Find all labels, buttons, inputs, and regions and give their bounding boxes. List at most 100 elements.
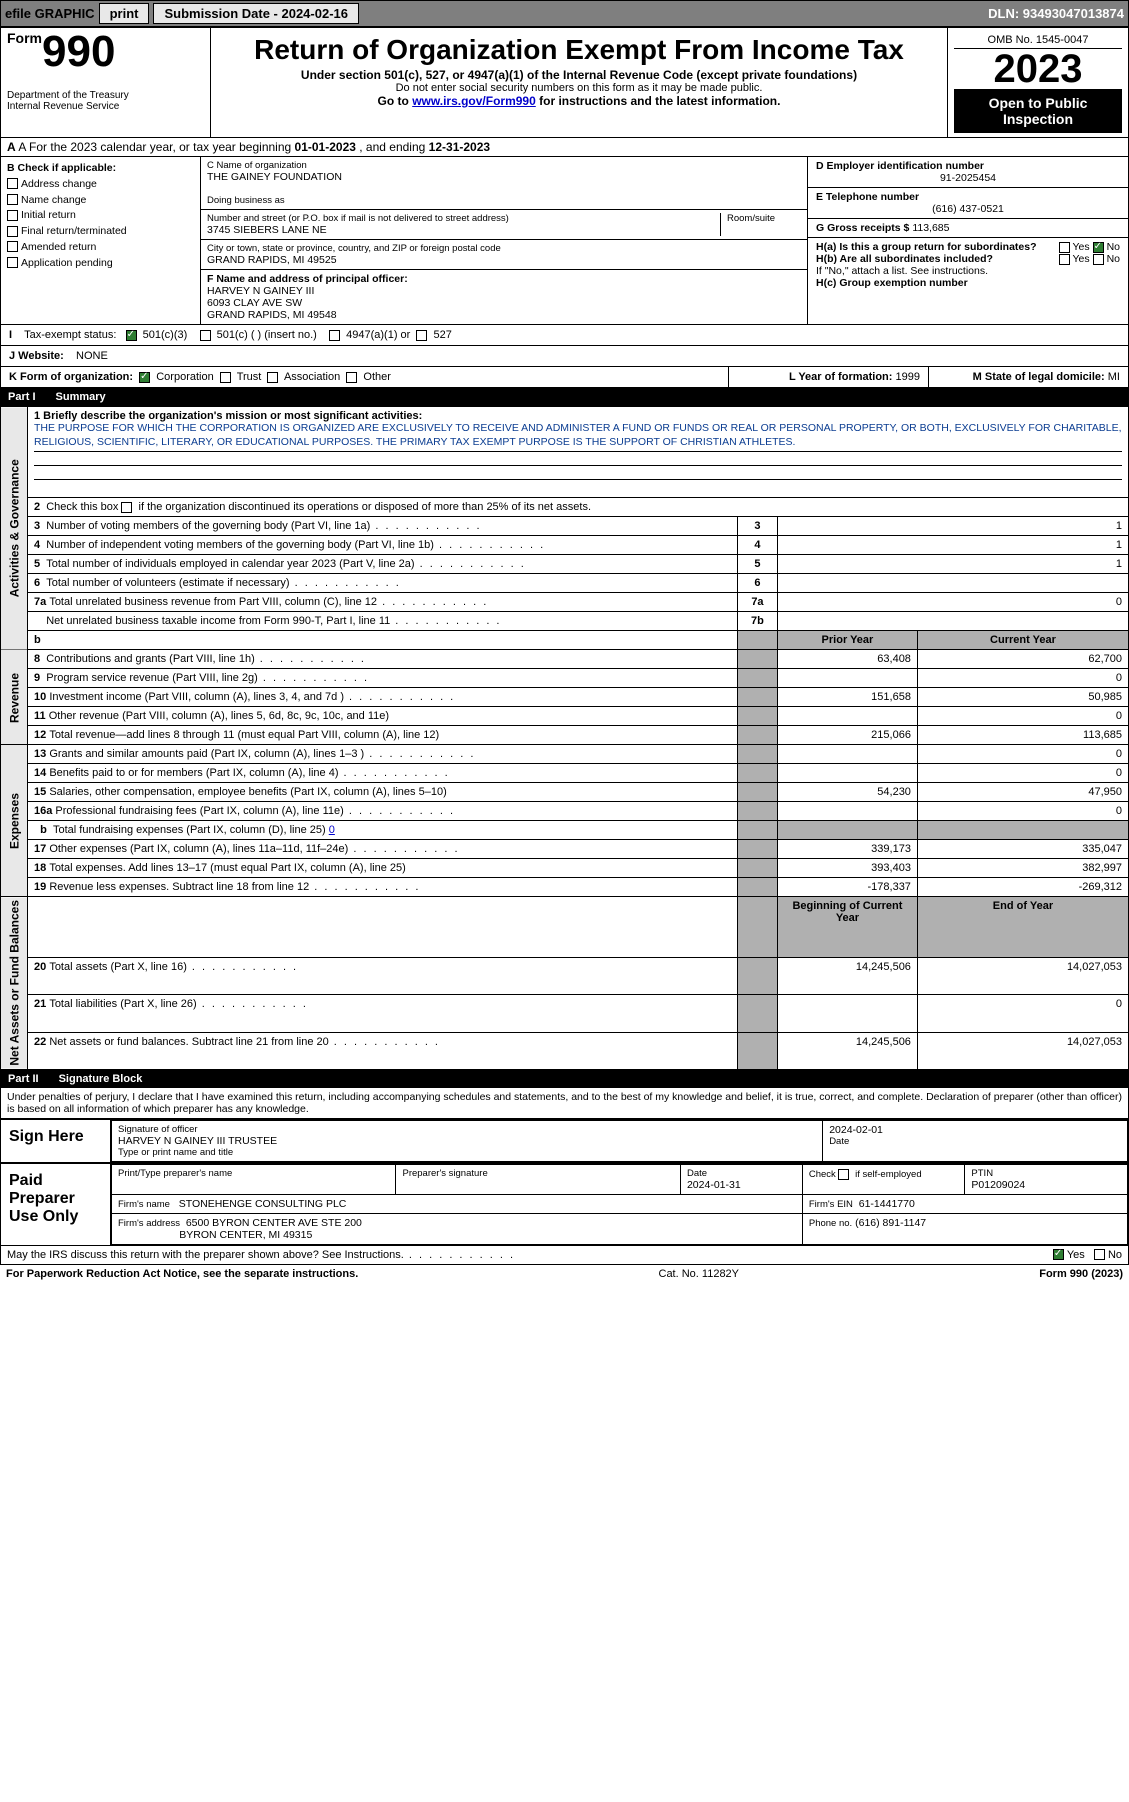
firm-phone-label: Phone no. <box>809 1218 852 1229</box>
line1-label: 1 Briefly describe the organization's mi… <box>34 410 1122 422</box>
l18: Total expenses. Add lines 13–17 (must eq… <box>49 862 405 874</box>
checkbox-other[interactable] <box>346 372 357 383</box>
sidebar-governance: Activities & Governance <box>1 407 28 650</box>
checkbox-initial-return[interactable] <box>7 210 18 221</box>
checkbox-ha-no[interactable] <box>1093 242 1104 253</box>
opt-2: Initial return <box>21 209 76 221</box>
checkbox-assoc[interactable] <box>267 372 278 383</box>
hdr-current: Current Year <box>917 631 1128 650</box>
row-5: 5 Total number of individuals employed i… <box>1 555 1129 574</box>
b5: 5 <box>737 555 777 574</box>
col-b-heading: B Check if applicable: <box>7 161 194 177</box>
g-label: G Gross receipts $ <box>816 222 909 234</box>
taxyear-begin: 01-01-2023 <box>295 140 356 154</box>
hdr-bcy: Beginning of Current Year <box>777 897 917 958</box>
l20: Total assets (Part X, line 16) <box>49 961 298 973</box>
checkbox-self-emp[interactable] <box>838 1169 849 1180</box>
p16a <box>777 802 917 821</box>
firm-name-label: Firm's name <box>118 1199 170 1210</box>
checkbox-hb-no[interactable] <box>1093 254 1104 265</box>
firm-ein: 61-1441770 <box>859 1198 915 1210</box>
open-public-label: Open to Public Inspection <box>954 89 1122 133</box>
prep-name-label: Print/Type preparer's name <box>118 1168 389 1179</box>
l16a: Professional fundraising fees (Part IX, … <box>55 805 455 817</box>
b7a: 7a <box>737 593 777 612</box>
part2-title: Signature Block <box>59 1073 143 1085</box>
sig-label: Signature of officer <box>118 1124 816 1135</box>
form-prefix: Form <box>7 30 42 46</box>
checkbox-4947[interactable] <box>329 330 340 341</box>
dln-label: DLN: 93493047013874 <box>988 6 1124 21</box>
l9: Program service revenue (Part VIII, line… <box>46 672 369 684</box>
l6: Total number of volunteers (estimate if … <box>46 577 401 589</box>
b3: 3 <box>737 517 777 536</box>
summary-table: Activities & Governance 1 Briefly descri… <box>0 406 1129 1070</box>
sig-date: 2024-02-01 <box>829 1124 1121 1136</box>
l8: Contributions and grants (Part VIII, lin… <box>46 653 366 665</box>
discuss-no: No <box>1108 1249 1122 1261</box>
sidebar-netassets: Net Assets or Fund Balances <box>1 897 28 1070</box>
submission-date-button[interactable]: Submission Date - 2024-02-16 <box>153 3 359 24</box>
c13: 0 <box>917 745 1128 764</box>
checkbox-hb-yes[interactable] <box>1059 254 1070 265</box>
org-name: THE GAINEY FOUNDATION <box>207 171 801 183</box>
opt-5: Application pending <box>21 257 113 269</box>
b4: 4 <box>737 536 777 555</box>
instructions-link[interactable]: www.irs.gov/Form990 <box>412 94 536 108</box>
checkbox-501c3[interactable] <box>126 330 137 341</box>
firm-addr-label: Firm's address <box>118 1218 180 1229</box>
e-label: E Telephone number <box>816 191 1120 203</box>
checkbox-501c[interactable] <box>200 330 211 341</box>
topbar: efile GRAPHIC print Submission Date - 20… <box>0 0 1129 27</box>
city: GRAND RAPIDS, MI 49525 <box>207 254 801 266</box>
checkbox-trust[interactable] <box>220 372 231 383</box>
c17: 335,047 <box>917 840 1128 859</box>
row-3: 3 Number of voting members of the govern… <box>1 517 1129 536</box>
checkbox-amended[interactable] <box>7 241 18 252</box>
b7b: 7b <box>737 612 777 631</box>
mission: THE PURPOSE FOR WHICH THE CORPORATION IS… <box>34 422 1122 452</box>
gross-receipts: 113,685 <box>912 222 949 234</box>
preparer-label: Paid Preparer Use Only <box>1 1164 111 1245</box>
addr-label: Number and street (or P.O. box if mail i… <box>207 213 714 224</box>
i-o4: 527 <box>434 329 452 341</box>
checkbox-527[interactable] <box>416 330 427 341</box>
k-o4: Other <box>363 371 391 383</box>
checkbox-line2[interactable] <box>121 502 132 513</box>
checkbox-discuss-yes[interactable] <box>1053 1249 1064 1260</box>
p13 <box>777 745 917 764</box>
checkbox-name-change[interactable] <box>7 194 18 205</box>
l10: Investment income (Part VIII, column (A)… <box>49 691 455 703</box>
l17: Other expenses (Part IX, column (A), lin… <box>49 843 459 855</box>
form-number: 990 <box>42 27 115 76</box>
checkbox-address-change[interactable] <box>7 178 18 189</box>
part1-header: Part I Summary <box>0 388 1129 406</box>
print-button[interactable]: print <box>99 3 150 24</box>
c8: 62,700 <box>917 650 1128 669</box>
taxyear-end: 12-31-2023 <box>429 140 490 154</box>
opt-3: Final return/terminated <box>21 225 127 237</box>
checkbox-discuss-no[interactable] <box>1094 1249 1105 1260</box>
p11 <box>777 707 917 726</box>
sig-date-label: Date <box>829 1136 1121 1147</box>
checkbox-corp[interactable] <box>139 372 150 383</box>
opt-1: Name change <box>21 194 86 206</box>
dba-label: Doing business as <box>207 195 801 206</box>
discuss-yes: Yes <box>1067 1249 1085 1261</box>
officer-addr2: GRAND RAPIDS, MI 49548 <box>207 309 801 321</box>
checkbox-app-pending[interactable] <box>7 257 18 268</box>
p19: -178,337 <box>777 878 917 897</box>
p22: 14,245,506 <box>777 1032 917 1069</box>
firm-ein-label: Firm's EIN <box>809 1199 853 1210</box>
checkbox-ha-yes[interactable] <box>1059 242 1070 253</box>
website: NONE <box>76 350 108 362</box>
c10: 50,985 <box>917 688 1128 707</box>
subtitle-2: Do not enter social security numbers on … <box>217 82 941 94</box>
c18: 382,997 <box>917 859 1128 878</box>
room-label: Room/suite <box>727 213 801 224</box>
checkbox-final-return[interactable] <box>7 226 18 237</box>
l-label: L Year of formation: <box>789 371 893 383</box>
i-o3: 4947(a)(1) or <box>346 329 410 341</box>
i-label: Tax-exempt status: <box>24 329 116 341</box>
ha-label: H(a) Is this a group return for subordin… <box>816 241 1037 253</box>
